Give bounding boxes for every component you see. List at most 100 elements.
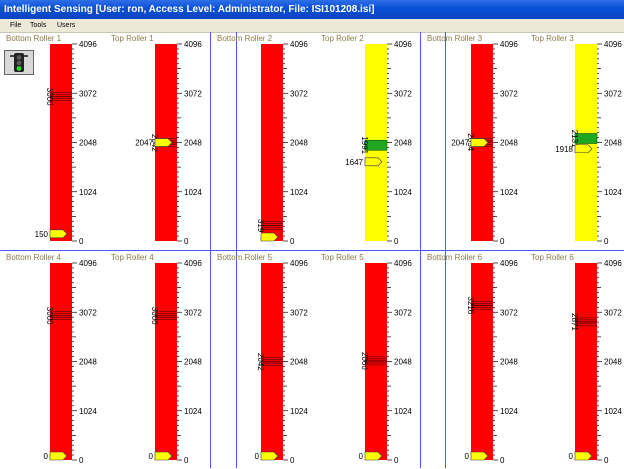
scale-label: 1024	[184, 407, 202, 416]
value-pointer[interactable]	[49, 229, 68, 239]
value-pointer[interactable]	[154, 451, 173, 461]
scale-label: 2048	[604, 358, 622, 367]
scale-label: 1024	[79, 188, 97, 197]
scale-label: 4096	[500, 40, 518, 49]
setpoint-label: 3000	[45, 307, 54, 325]
scale-label: 0	[79, 237, 84, 246]
value-pointer[interactable]	[470, 138, 489, 147]
scale-label: 2048	[604, 139, 622, 148]
setpoint-band	[364, 139, 388, 151]
scale-label: 4096	[394, 259, 412, 268]
scale-label: 0	[500, 237, 505, 246]
scale-label: 1024	[184, 188, 202, 197]
menu-tools[interactable]: Tools	[30, 22, 47, 29]
menu-users[interactable]: Users	[57, 22, 76, 29]
roller-title: Top Roller 1	[111, 34, 154, 43]
gauge-bar	[155, 263, 177, 460]
value-pointer[interactable]	[574, 451, 593, 461]
gauge-bar	[365, 263, 387, 460]
scale-label: 3072	[79, 89, 97, 98]
scale-label: 1024	[500, 407, 518, 416]
scale-label: 0	[604, 237, 609, 246]
roller-title: Top Roller 3	[531, 34, 574, 43]
scale-label: 2048	[394, 139, 412, 148]
gauge-bar	[50, 263, 72, 460]
setpoint-label: 2054	[466, 133, 475, 151]
setpoint-band	[574, 133, 598, 144]
window-title: Intelligent Sensing [User: ron, Access L…	[4, 4, 375, 15]
setpoint-label: 1991	[360, 136, 369, 154]
pointer-label: 0	[569, 452, 574, 461]
pointer-label: 1647	[345, 158, 363, 167]
scale-label: 4096	[604, 259, 622, 268]
pointer-label: 150	[35, 230, 49, 239]
roller-title: Top Roller 2	[321, 34, 364, 43]
roller-title: Bottom Roller 5	[217, 253, 273, 262]
scale-label: 0	[394, 237, 399, 246]
setpoint-label: 3216	[466, 296, 475, 314]
scale-label: 3072	[79, 308, 97, 317]
scale-label: 0	[394, 456, 399, 465]
menu-bar: File Tools Users	[0, 19, 624, 33]
scale-label: 2048	[184, 139, 202, 148]
roller-gauge: Bottom Roller 1 4096 3072 2048 1024 0 3000 150	[6, 34, 97, 246]
menu-file[interactable]: File	[10, 22, 22, 29]
scale-label: 4096	[394, 40, 412, 49]
value-pointer[interactable]	[470, 451, 489, 461]
value-pointer[interactable]	[260, 232, 279, 242]
scale-label: 3072	[394, 89, 412, 98]
scale-label: 3072	[290, 89, 308, 98]
scale-label: 3072	[500, 89, 518, 98]
value-pointer[interactable]	[49, 451, 68, 461]
pointer-label: 0	[149, 452, 154, 461]
setpoint-label: 2042	[256, 353, 265, 371]
scale-label: 1024	[500, 188, 518, 197]
setpoint-label: 2871	[570, 313, 579, 331]
pointer-label: 0	[465, 452, 470, 461]
scale-label: 3072	[604, 89, 622, 98]
value-pointer[interactable]	[154, 138, 173, 147]
scale-label: 1024	[290, 407, 308, 416]
setpoint-label: 3000	[45, 88, 54, 106]
scale-label: 0	[184, 237, 189, 246]
roller-title: Top Roller 5	[321, 253, 364, 262]
scale-label: 4096	[79, 40, 97, 49]
roller-gauge: Top Roller 6 4096 3072 2048 1024 0 2871 0	[531, 253, 622, 465]
roller-title: Bottom Roller 4	[6, 253, 62, 262]
roller-title: Top Roller 4	[111, 253, 154, 262]
scale-label: 3072	[604, 308, 622, 317]
scale-label: 3072	[184, 308, 202, 317]
window-titlebar: Intelligent Sensing [User: ron, Access L…	[0, 0, 624, 19]
setpoint-label: 2131	[570, 130, 579, 148]
roller-gauge: Bottom Roller 5 4096 3072 2048 1024 0 2042 0	[217, 253, 308, 465]
scale-label: 1024	[79, 407, 97, 416]
scale-label: 1024	[394, 188, 412, 197]
scale-label: 1024	[394, 407, 412, 416]
pointer-label: 2047	[135, 139, 153, 148]
scale-label: 2048	[79, 139, 97, 148]
scale-label: 3072	[290, 308, 308, 317]
value-pointer[interactable]	[260, 451, 279, 461]
value-pointer[interactable]	[574, 144, 593, 154]
scale-label: 2048	[500, 139, 518, 148]
row-divider	[0, 250, 624, 251]
pointer-label: 0	[44, 452, 49, 461]
scale-label: 0	[290, 237, 295, 246]
scale-label: 2048	[500, 358, 518, 367]
value-pointer[interactable]	[364, 451, 383, 461]
value-pointer[interactable]	[364, 157, 383, 167]
scale-label: 4096	[184, 259, 202, 268]
roller-gauge: Bottom Roller 6 4096 3072 2048 1024 0 3216 0	[427, 253, 518, 465]
scale-label: 0	[604, 456, 609, 465]
scale-label: 4096	[79, 259, 97, 268]
scale-label: 2048	[79, 358, 97, 367]
scale-label: 0	[500, 456, 505, 465]
traffic-light-icon[interactable]	[4, 50, 34, 75]
roller-title: Bottom Roller 2	[217, 34, 273, 43]
roller-gauge: Bottom Roller 2 4096 3072 2048 1024 0 319	[217, 34, 308, 246]
roller-gauge: Top Roller 2 4096 3072 2048 1024 0 1991 1647	[321, 34, 412, 246]
gauge-bar	[261, 44, 283, 241]
pointer-label: 0	[359, 452, 364, 461]
